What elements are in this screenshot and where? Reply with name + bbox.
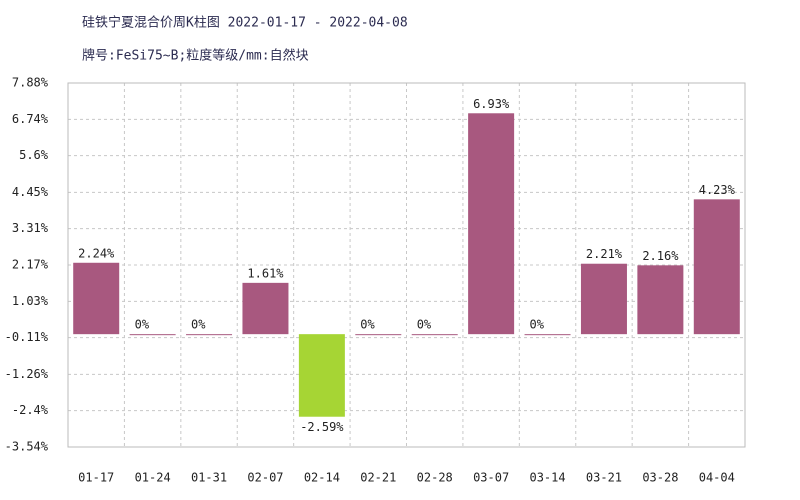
bar bbox=[468, 113, 515, 335]
x-tick-label: 04-04 bbox=[699, 471, 735, 485]
value-label: 0% bbox=[191, 318, 206, 332]
x-tick-label: 02-14 bbox=[304, 471, 340, 485]
x-tick-label: 03-07 bbox=[473, 471, 509, 485]
bar bbox=[580, 263, 627, 335]
chart-subtitle: 牌号:FeSi75~B;粒度等级/mm:自然块 bbox=[82, 48, 309, 64]
y-tick-label: -1.26% bbox=[5, 367, 49, 381]
value-label: 2.24% bbox=[78, 246, 115, 260]
bar bbox=[637, 265, 684, 335]
value-label: 4.23% bbox=[699, 183, 736, 197]
value-label: -2.59% bbox=[300, 420, 344, 434]
x-tick-label: 02-07 bbox=[247, 471, 283, 485]
value-label: 6.93% bbox=[473, 97, 510, 111]
bar bbox=[298, 334, 345, 417]
x-tick-label: 02-21 bbox=[360, 471, 396, 485]
value-label: 2.16% bbox=[642, 249, 679, 263]
value-label: 0% bbox=[135, 318, 150, 332]
value-label: 0% bbox=[530, 318, 545, 332]
bar bbox=[73, 262, 120, 335]
bar bbox=[129, 334, 176, 336]
x-tick-label: 03-21 bbox=[586, 471, 622, 485]
chart-title: 硅铁宁夏混合价周K柱图 2022-01-17 - 2022-04-08 bbox=[82, 15, 408, 31]
y-tick-label: -2.4% bbox=[12, 403, 49, 417]
y-tick-label: 1.03% bbox=[12, 294, 49, 308]
y-tick-label: -3.54% bbox=[5, 440, 49, 454]
y-tick-label: 2.17% bbox=[12, 258, 49, 272]
value-label: 2.21% bbox=[586, 247, 623, 261]
value-label: 1.61% bbox=[247, 266, 284, 280]
y-tick-label: 5.6% bbox=[19, 148, 49, 162]
y-tick-label: 3.31% bbox=[12, 221, 49, 235]
x-tick-label: 01-24 bbox=[135, 471, 171, 485]
y-tick-label: 4.45% bbox=[12, 185, 49, 199]
y-tick-label: 7.88% bbox=[12, 76, 49, 90]
value-label: 0% bbox=[360, 318, 375, 332]
value-label: 0% bbox=[417, 318, 432, 332]
plot-border bbox=[67, 82, 746, 448]
bar bbox=[355, 334, 402, 336]
bar bbox=[411, 334, 458, 336]
x-tick-label: 01-31 bbox=[191, 471, 227, 485]
x-tick-label: 01-17 bbox=[78, 471, 114, 485]
y-tick-label: 6.74% bbox=[12, 112, 49, 126]
bar bbox=[524, 334, 571, 336]
x-tick-label: 03-14 bbox=[529, 471, 565, 485]
x-tick-label: 03-28 bbox=[642, 471, 678, 485]
bar bbox=[186, 334, 233, 336]
y-tick-label: -0.11% bbox=[5, 330, 49, 344]
bar bbox=[693, 199, 740, 335]
x-tick-label: 02-28 bbox=[417, 471, 453, 485]
bar bbox=[242, 282, 289, 335]
